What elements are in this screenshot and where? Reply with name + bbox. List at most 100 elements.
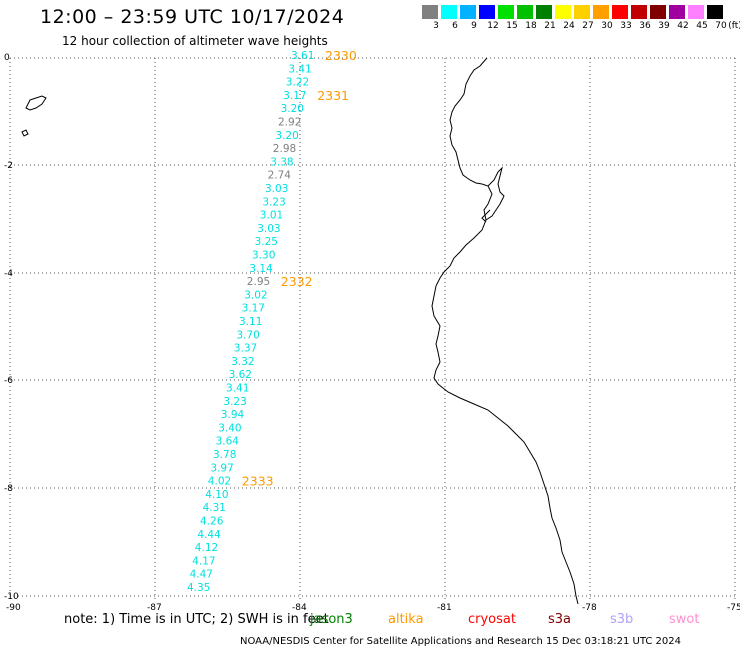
satellite-name: cryosat xyxy=(468,612,516,627)
legend-swatch xyxy=(612,5,628,19)
legend-label: 15 xyxy=(506,21,518,31)
legend-label: 12 xyxy=(487,21,499,31)
credit-line: NOAA/NESDIS Center for Satellite Applica… xyxy=(240,636,682,647)
swh-reading: 3.17 xyxy=(242,303,265,315)
coastline-gulf xyxy=(481,166,505,223)
legend-label: 39 xyxy=(658,21,670,31)
legend-swatch xyxy=(479,5,495,19)
longitude-tick-label: -81 xyxy=(437,603,452,613)
swh-reading: 3.70 xyxy=(236,329,259,341)
legend-label: 36 xyxy=(639,21,651,31)
latitude-tick-label: -10 xyxy=(4,592,19,602)
swh-reading: 3.23 xyxy=(262,196,285,208)
latitude-tick-label: 0 xyxy=(4,53,10,63)
legend-swatch xyxy=(441,5,457,19)
coastline xyxy=(21,57,579,605)
legend-label: 45 xyxy=(696,21,708,31)
longitude-tick-label: -78 xyxy=(582,603,597,613)
legend-label: 21 xyxy=(544,21,556,31)
swh-reading: 3.17 xyxy=(283,90,306,102)
legend-label: 24 xyxy=(563,21,575,31)
swh-reading: 3.97 xyxy=(210,462,233,474)
legend-label: 30 xyxy=(601,21,613,31)
swh-reading: 3.20 xyxy=(275,130,298,142)
island-small xyxy=(21,129,29,137)
satellite-name: s3a xyxy=(548,612,572,627)
swh-reading: 2.95 xyxy=(247,276,270,288)
swh-reading: 4.26 xyxy=(200,516,224,528)
legend-label: 27 xyxy=(582,21,594,31)
swh-reading: 3.61 xyxy=(291,50,314,62)
satellite-name: swot xyxy=(669,612,700,627)
satellite-name: s3b xyxy=(610,612,634,627)
legend-label: 70 xyxy=(715,21,727,31)
track-number-labels: 2330 2331 2332 2333 xyxy=(242,48,357,489)
swh-reading: 4.44 xyxy=(197,529,221,541)
swh-reading: 3.20 xyxy=(281,103,304,115)
swh-reading: 4.31 xyxy=(203,502,226,514)
swh-reading: 3.41 xyxy=(288,63,311,75)
longitude-tick-label: -90 xyxy=(6,603,21,613)
legend-label: 6 xyxy=(452,21,458,31)
legend-swatch xyxy=(631,5,647,19)
satellite-name: altika xyxy=(388,612,424,627)
legend-swatch xyxy=(498,5,514,19)
latitude-tick-label: -8 xyxy=(4,484,13,494)
swh-reading: 3.64 xyxy=(216,436,240,448)
legend-label: 3 xyxy=(433,21,439,31)
longitude-tick-label: -87 xyxy=(147,603,162,613)
swh-reading: 4.12 xyxy=(195,542,218,554)
longitude-tick-label: -75 xyxy=(727,603,740,613)
legend-swatch xyxy=(688,5,704,19)
legend-label: (ft) xyxy=(728,21,740,31)
latitude-tick-label: -2 xyxy=(4,161,13,171)
swh-reading: 3.03 xyxy=(257,223,280,235)
legend-label: 18 xyxy=(525,21,537,31)
legend-swatch xyxy=(707,5,723,19)
map-title: 12:00 – 23:59 UTC 10/17/2024 xyxy=(40,6,345,28)
legend-swatch xyxy=(536,5,552,19)
swh-reading: 3.94 xyxy=(221,409,245,421)
swh-reading: 3.03 xyxy=(265,183,288,195)
track-label: 2332 xyxy=(281,274,313,289)
axis-tick-labels: -90 -87 -84 -81 -78 -75 0 -2 -4 -6 -8 -10 xyxy=(4,53,740,613)
swh-reading: 3.30 xyxy=(252,250,275,262)
legend-swatch xyxy=(650,5,666,19)
swh-reading: 3.78 xyxy=(213,449,236,461)
swh-reading: 3.11 xyxy=(239,316,262,328)
swh-reading: 2.98 xyxy=(273,143,296,155)
swh-reading: 4.17 xyxy=(192,555,215,567)
legend-label: 9 xyxy=(471,21,477,31)
swh-reading: 3.62 xyxy=(229,369,252,381)
swh-reading: 4.10 xyxy=(205,489,228,501)
swh-reading: 3.37 xyxy=(234,343,257,355)
swh-reading: 3.23 xyxy=(223,396,246,408)
coastline-mainland xyxy=(431,57,579,605)
latitude-tick-label: -6 xyxy=(4,376,13,386)
map-subtitle: 12 hour collection of altimeter wave hei… xyxy=(62,34,328,48)
legend-swatch xyxy=(574,5,590,19)
legend-label: 42 xyxy=(677,21,689,31)
satellite-name: jason3 xyxy=(310,612,353,627)
wave-height-readings: 3.613.413.223.173.202.923.202.983.382.74… xyxy=(187,50,314,594)
legend-label: 33 xyxy=(620,21,632,31)
longitude-tick-label: -84 xyxy=(292,603,307,613)
swh-reading: 2.74 xyxy=(268,170,292,182)
track-label: 2331 xyxy=(317,88,349,103)
latitude-tick-label: -4 xyxy=(4,269,13,279)
track-label: 2333 xyxy=(242,474,274,489)
legend-swatch xyxy=(555,5,571,19)
swh-reading: 3.02 xyxy=(244,289,267,301)
swh-reading: 3.38 xyxy=(270,156,293,168)
map-grid xyxy=(9,57,736,600)
swh-reading: 4.02 xyxy=(208,476,231,488)
swh-reading: 3.22 xyxy=(286,77,309,89)
swh-reading: 3.25 xyxy=(255,236,278,248)
swh-reading: 3.14 xyxy=(249,263,273,275)
swh-reading: 3.01 xyxy=(260,210,283,222)
island-large xyxy=(25,95,47,111)
swh-reading: 4.47 xyxy=(190,569,213,581)
legend-swatch xyxy=(593,5,609,19)
legend-swatch xyxy=(422,5,438,19)
